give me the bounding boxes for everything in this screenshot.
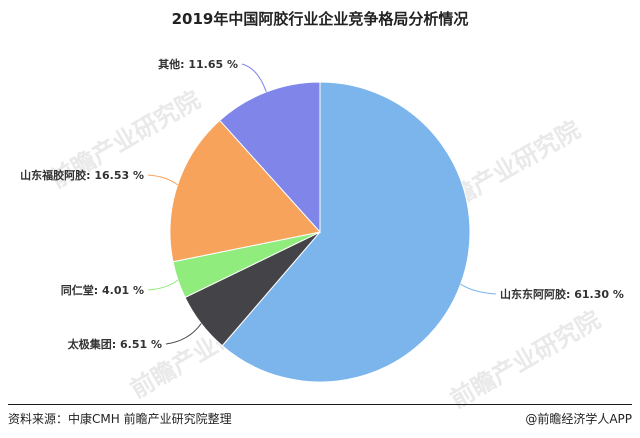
pie-chart: 山东东阿阿胶: 61.30 % 太极集团: 6.51 % 同仁堂: 4.01 % 山东… — [20, 57, 624, 383]
data-label: 山东福胶阿胶: 16.53 % — [20, 168, 144, 182]
leader-line — [147, 279, 179, 291]
data-label: 同仁堂: 4.01 % — [61, 283, 144, 297]
pie-slice — [221, 81, 471, 383]
source-note: 资料来源：中康CMH 前瞻产业研究院整理 — [8, 412, 232, 426]
data-label: 山东东阿阿胶: 61.30 % — [500, 287, 624, 301]
leader-line — [241, 63, 267, 93]
leader-line — [147, 174, 178, 186]
footer: 资料来源：中康CMH 前瞻产业研究院整理 @前瞻经济学人APP — [8, 410, 632, 428]
leader-line — [460, 283, 497, 295]
chart-title: 2019年中国阿胶行业企业竞争格局分析情况 — [171, 10, 469, 28]
footer-divider — [8, 404, 632, 405]
brand-credit: @前瞻经济学人APP — [525, 412, 632, 426]
data-label: 其他: 11.65 % — [158, 57, 238, 71]
pie-slice — [219, 81, 321, 234]
data-label: 太极集团: 6.51 % — [67, 337, 162, 351]
leader-line — [165, 323, 202, 345]
